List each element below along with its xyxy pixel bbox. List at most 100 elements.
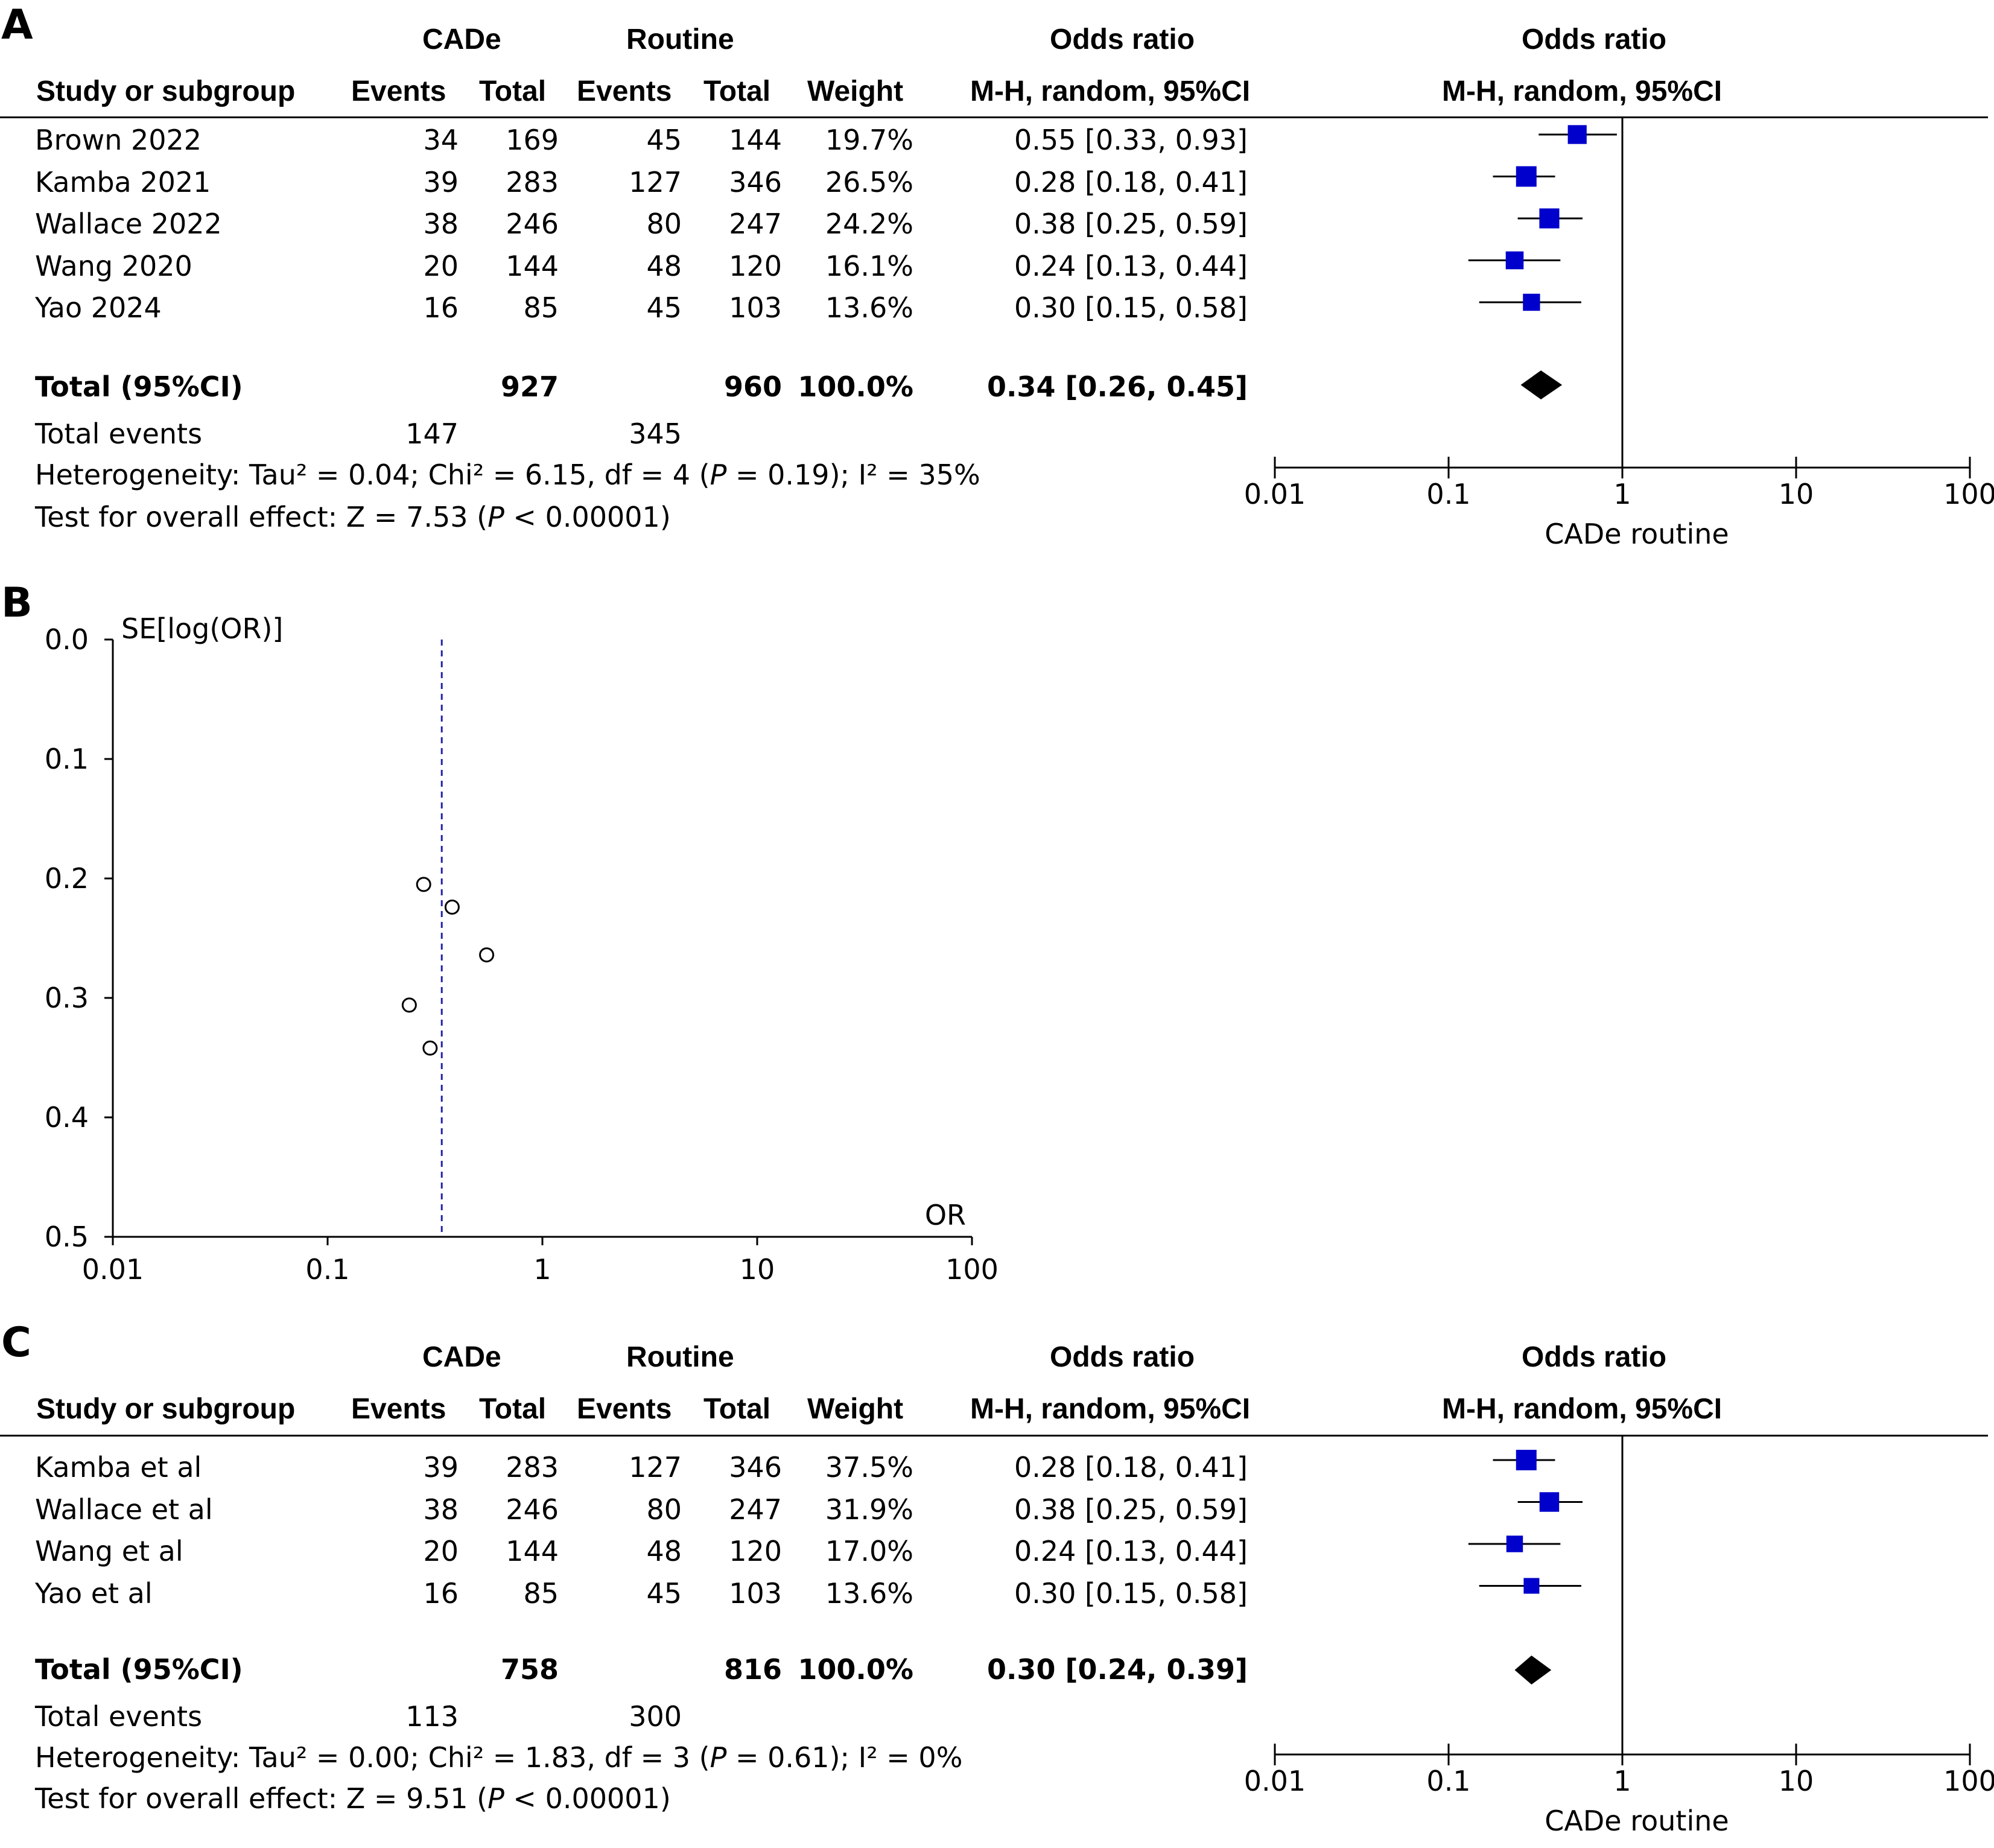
x-tick-label: 10 [1779,478,1814,510]
total-cade: 246 [506,1493,559,1526]
total-cade: 144 [506,1535,559,1567]
or-ci-value: 0.24 [0.13, 0.44] [1014,1535,1248,1567]
study-name: Kamba et al [35,1451,202,1484]
total-cade-sum: 758 [500,1653,559,1686]
group-header-cade: CADe [422,24,501,56]
study-name: Brown 2022 [35,124,202,156]
x-tick-label: 1 [1613,1765,1631,1797]
events-routine: 80 [646,208,682,240]
events-cade: 16 [423,291,459,324]
axis-direction-label: CADe routine [1545,1805,1729,1837]
weight-value: 13.6% [825,291,913,324]
total-label: Total (95%CI) [35,1653,243,1686]
total-routine: 120 [729,249,782,282]
study-marker [1505,251,1524,270]
x-tick-label: 100 [1943,478,1994,510]
x-tick-label: 100 [945,1253,999,1286]
events-cade: 39 [423,165,459,198]
or-ci-value: 0.28 [0.18, 0.41] [1014,1451,1248,1484]
total-cade: 85 [523,291,559,324]
events-cade: 20 [423,249,459,282]
events-cade: 16 [423,1577,459,1610]
panel-letter-a: A [1,1,33,49]
weight-value: 19.7% [825,124,913,156]
header-method-plot: M-H, random, 95%CI [1442,75,1723,107]
study-point [416,877,431,892]
header-total-cade: Total [479,75,547,107]
or-ci-value: 0.30 [0.15, 0.58] [1014,1577,1248,1610]
events-routine: 45 [646,291,682,324]
header-weight: Weight [807,75,904,107]
events-routine: 48 [646,249,682,282]
events-cade: 20 [423,1535,459,1567]
odds-ratio-title-text: Odds ratio [1050,24,1195,56]
total-label: Total (95%CI) [35,370,243,403]
weight-value: 16.1% [825,249,913,282]
or-ci-value: 0.38 [0.25, 0.59] [1014,208,1248,240]
total-cade-sum: 927 [500,370,559,403]
y-tick-label: 0.2 [45,862,89,895]
or-ci-value: 0.30 [0.15, 0.58] [1014,291,1248,324]
study-name: Kamba 2021 [35,165,211,198]
pooled-diamond [1520,370,1563,399]
weight-value: 24.2% [825,208,913,240]
study-marker [1506,1535,1523,1552]
heterogeneity-suffix: = 0.19); I² = 35% [726,459,980,491]
weight-value: 37.5% [825,1451,913,1484]
y-tick-label: 0.1 [45,743,89,775]
total-cade: 169 [506,124,559,156]
events-cade: 38 [423,1493,459,1526]
total-routine: 103 [729,1577,782,1610]
total-routine: 346 [729,1451,782,1484]
weight-value: 17.0% [825,1535,913,1567]
total-routine: 346 [729,165,782,198]
header-events-cade: Events [351,1393,446,1425]
odds-ratio-title-plot: Odds ratio [1522,24,1667,56]
events-routine: 127 [629,165,682,198]
y-tick-label: 0.0 [45,623,89,656]
header-study: Study or subgroup [36,75,296,107]
x-tick-label: 10 [1779,1765,1814,1797]
study-point [422,1040,438,1056]
y-tick-label: 0.3 [45,982,89,1014]
study-marker [1523,293,1540,311]
x-tick-label: 0.1 [1426,478,1470,510]
total-routine-sum: 960 [723,370,782,403]
total-routine: 247 [729,208,782,240]
total-weight: 100.0% [798,1653,913,1686]
total-events-cade: 113 [405,1700,459,1733]
funnel-plot [104,638,973,1245]
x-tick-label: 0.01 [82,1253,144,1286]
header-total-routine: Total [703,1393,771,1425]
y-axis-label: SE[log(OR)] [121,612,283,645]
study-name: Wallace 2022 [35,208,222,240]
header-events-routine: Events [577,1393,672,1425]
y-tick-label: 0.5 [45,1221,89,1253]
header-method-plot: M-H, random, 95%CI [1442,1393,1723,1425]
pooled-or-ci: 0.30 [0.24, 0.39] [986,1653,1248,1686]
odds-ratio-title-plot: Odds ratio [1522,1341,1667,1373]
study-marker [1523,1578,1540,1594]
x-tick-label: 1 [1613,478,1631,510]
study-name: Wallace et al [35,1493,213,1526]
events-routine: 80 [646,1493,682,1526]
overall-suffix: < 0.00001) [504,501,671,533]
events-routine: 45 [646,1577,682,1610]
total-events-label: Total events [35,418,203,450]
group-header-cade: CADe [422,1341,501,1373]
heterogeneity-prefix: Heterogeneity: Tau² = 0.04; Chi² = 6.15,… [35,459,710,491]
study-point [444,900,460,915]
study-marker [1539,208,1560,229]
total-routine: 247 [729,1493,782,1526]
total-events-label: Total events [35,1700,203,1733]
events-cade: 38 [423,208,459,240]
heterogeneity-prefix: Heterogeneity: Tau² = 0.00; Chi² = 1.83,… [35,1741,710,1774]
study-point [401,997,417,1013]
events-cade: 39 [423,1451,459,1484]
header-events-routine: Events [577,75,672,107]
total-events-routine: 300 [629,1700,682,1733]
or-ci-value: 0.28 [0.18, 0.41] [1014,165,1248,198]
x-tick-label: 10 [740,1253,775,1286]
study-point [479,947,495,963]
